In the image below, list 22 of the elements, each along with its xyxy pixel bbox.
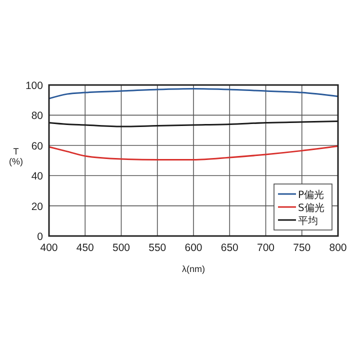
y-tick-label: 80 (31, 110, 44, 122)
x-tick-label: 450 (76, 242, 94, 254)
x-tick-label: 500 (112, 242, 130, 254)
line-series (48, 145, 339, 160)
x-tick-label: 700 (256, 242, 275, 254)
y-tick-label: 100 (25, 80, 44, 92)
x-tick-label: 650 (220, 242, 239, 254)
x-tick-label: 750 (293, 242, 311, 254)
line-series (48, 88, 339, 100)
legend-label: S偏光 (298, 202, 324, 214)
y-tick-label: 0 (37, 231, 44, 243)
x-tick-label: 800 (329, 242, 347, 254)
legend-label: P偏光 (298, 189, 324, 201)
y-tick-label: 20 (31, 200, 44, 213)
x-tick-label: 400 (40, 242, 58, 254)
legend-label: 平均 (298, 215, 318, 227)
y-axis-title: T (%) (9, 146, 23, 166)
y-tick-label: 40 (31, 170, 44, 183)
x-tick-label: 600 (184, 242, 202, 254)
y-tick-label: 60 (31, 140, 44, 152)
x-tick-label: 550 (148, 242, 166, 254)
x-axis-title: λ(nm) (182, 264, 205, 274)
